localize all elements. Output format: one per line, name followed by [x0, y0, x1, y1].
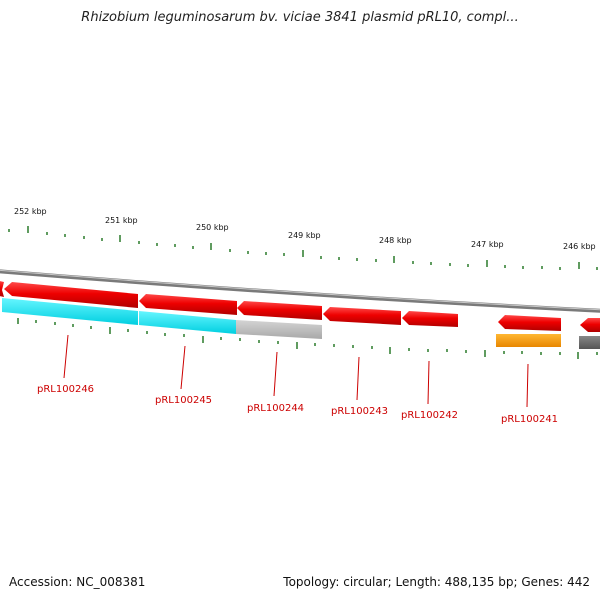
red-gene-row [0, 281, 600, 332]
gene-leader-line [63, 334, 69, 379]
red-gene [0, 281, 4, 297]
gene-leader-line [180, 345, 186, 390]
red-gene [498, 315, 561, 331]
gene-leader-line [526, 363, 529, 408]
red-gene [4, 282, 138, 308]
kbp-label: 249 kbp [288, 231, 321, 240]
kbp-label: 251 kbp [105, 216, 138, 225]
inner-tick-row [17, 318, 598, 359]
gene-leaders [63, 334, 529, 408]
gene-label[interactable]: pRL100242 [401, 410, 458, 421]
kbp-label: 250 kbp [196, 223, 229, 232]
red-gene [580, 318, 600, 332]
cds-feature-gray [236, 320, 322, 339]
red-gene [402, 311, 458, 327]
cds-feature-orange [496, 334, 561, 347]
gene-leader-line [273, 351, 278, 397]
cds-feature-cyan [139, 311, 236, 334]
gene-leader-line [427, 360, 430, 405]
kbp-label: 247 kbp [471, 240, 504, 249]
kbp-labels: 252 kbp 251 kbp 250 kbp 249 kbp 248 kbp … [14, 207, 596, 251]
gene-label[interactable]: pRL100244 [247, 403, 304, 414]
gene-labels: pRL100246 pRL100245 pRL100244 pRL100243 … [37, 384, 558, 425]
map-title: Rhizobium leguminosarum bv. viciae 3841 … [81, 10, 519, 25]
red-gene [139, 294, 237, 315]
cds-feature-cyan [2, 298, 138, 325]
cds-band [2, 298, 600, 349]
gene-label[interactable]: pRL100243 [331, 406, 388, 417]
red-gene [323, 307, 401, 325]
cds-feature-dark [579, 336, 600, 349]
accession-text: Accession: NC_008381 [9, 575, 146, 589]
kbp-label: 246 kbp [563, 242, 596, 251]
outer-tick-row [8, 226, 598, 270]
gene-label[interactable]: pRL100245 [155, 395, 212, 406]
gene-label[interactable]: pRL100241 [501, 414, 558, 425]
red-gene [237, 301, 322, 320]
genome-summary-text: Topology: circular; Length: 488,135 bp; … [283, 575, 590, 589]
gene-label[interactable]: pRL100246 [37, 384, 94, 395]
plasmid-backbone [0, 269, 600, 313]
kbp-label: 248 kbp [379, 236, 412, 245]
gene-leader-line [356, 356, 360, 401]
plasmid-backbone-highlight [0, 269, 600, 311]
kbp-label: 252 kbp [14, 207, 47, 216]
